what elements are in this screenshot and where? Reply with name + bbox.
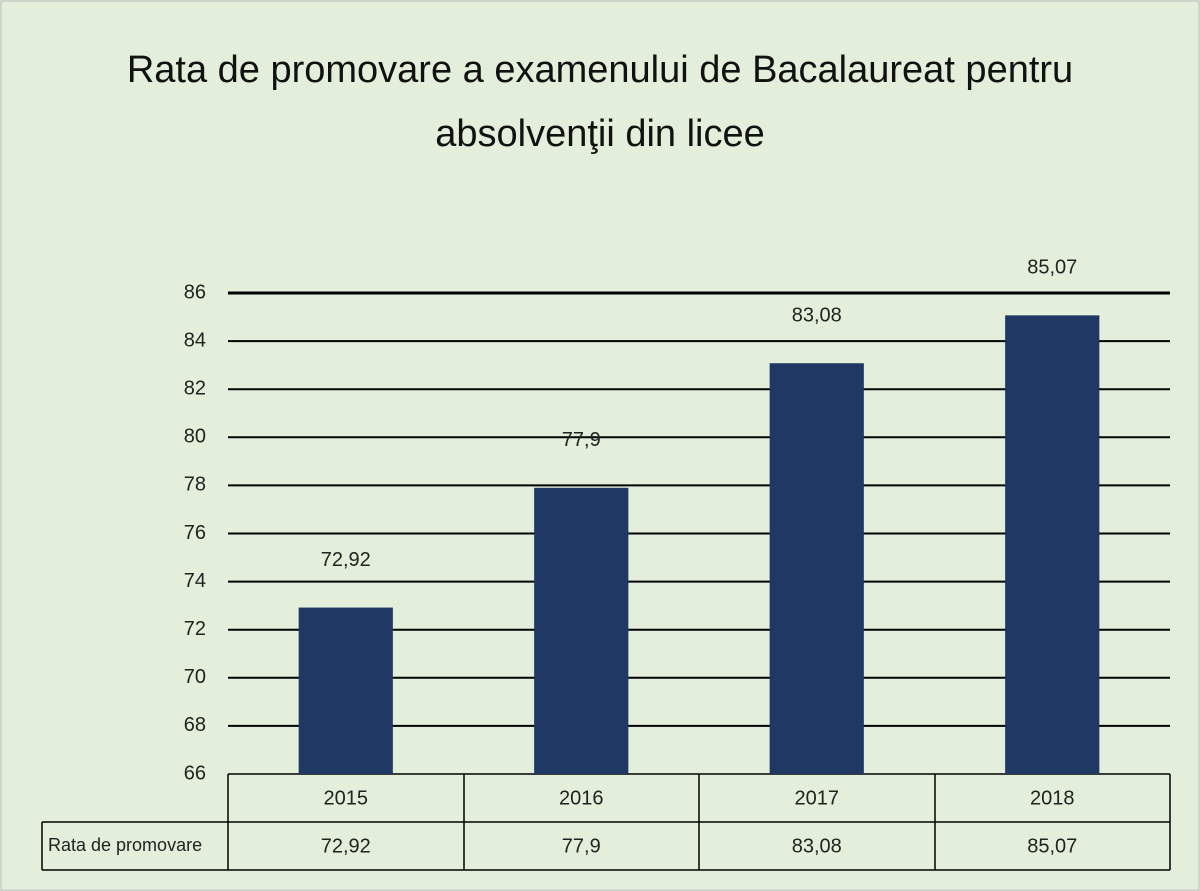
y-tick-label: 72 xyxy=(184,618,206,640)
table-value: 72,92 xyxy=(321,835,371,857)
y-tick-label: 76 xyxy=(184,522,206,544)
y-tick-label: 78 xyxy=(184,474,206,496)
data-label: 85,07 xyxy=(1027,257,1077,279)
bar xyxy=(1005,315,1100,774)
data-label: 83,08 xyxy=(792,305,842,327)
y-tick-label: 86 xyxy=(184,281,206,303)
table-value: 83,08 xyxy=(792,835,842,857)
y-tick-label: 80 xyxy=(184,426,206,448)
x-tick-label: 2016 xyxy=(559,787,604,809)
x-tick-label: 2018 xyxy=(1030,787,1075,809)
data-label: 72,92 xyxy=(321,549,371,571)
y-tick-label: 74 xyxy=(184,570,206,592)
y-tick-label: 82 xyxy=(184,377,206,399)
legend-label: Rata de promovare xyxy=(48,835,202,855)
bar xyxy=(298,607,393,774)
table-value: 85,07 xyxy=(1027,835,1077,857)
data-table-lines xyxy=(41,773,1171,871)
y-tick-label: 70 xyxy=(184,666,206,688)
chart-title: Rata de promovare a examenului de Bacala… xyxy=(126,49,1074,155)
x-tick-label: 2017 xyxy=(795,787,840,809)
bar xyxy=(534,487,629,774)
y-tick-label: 84 xyxy=(184,329,206,351)
data-label: 77,9 xyxy=(562,429,601,451)
y-tick-label: 68 xyxy=(184,714,206,736)
x-tick-label: 2015 xyxy=(324,787,369,809)
y-tick-label: 66 xyxy=(184,762,206,784)
bar xyxy=(769,363,864,774)
table-value: 77,9 xyxy=(562,835,601,857)
